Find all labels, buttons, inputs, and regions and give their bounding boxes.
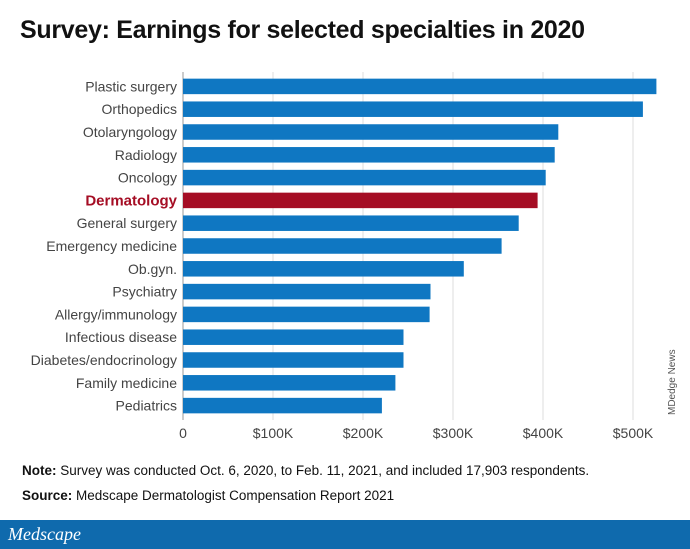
bar (183, 192, 538, 209)
category-label: Oncology (118, 170, 177, 186)
bar (183, 124, 559, 140)
medscape-logo: Medscape (8, 524, 81, 544)
category-label: Plastic surgery (85, 78, 177, 94)
bar (183, 375, 396, 391)
category-label: Allergy/immunology (55, 306, 177, 322)
category-label: Diabetes/endocrinology (31, 352, 177, 368)
bar (183, 101, 643, 117)
bar (183, 78, 657, 95)
notes: Note: Survey was conducted Oct. 6, 2020,… (22, 463, 589, 513)
x-tick-label: $500K (613, 425, 654, 441)
x-tick-label: $100K (253, 425, 294, 441)
x-tick-label: 0 (179, 425, 187, 441)
category-label: Psychiatry (112, 284, 177, 300)
bar (183, 261, 464, 277)
category-labels: Plastic surgery Orthopedics Otolaryngology… (31, 78, 178, 413)
source-text: Medscape Dermatologist Compensation Repo… (72, 488, 395, 503)
note-line: Note: Survey was conducted Oct. 6, 2020,… (22, 463, 589, 478)
x-tick-label: $200K (343, 425, 384, 441)
category-label: Infectious disease (65, 329, 177, 345)
x-tick-label: $400K (523, 425, 564, 441)
category-label: Emergency medicine (46, 238, 177, 254)
category-label: Ob.gyn. (128, 261, 177, 277)
bar (183, 169, 546, 186)
bar (183, 397, 382, 414)
category-label: Otolaryngology (83, 124, 177, 140)
chart-title: Survey: Earnings for selected specialtie… (20, 16, 585, 44)
category-label: Dermatology (85, 192, 177, 209)
category-label: Orthopedics (102, 101, 177, 117)
note-label: Note: (22, 463, 57, 478)
bar (183, 215, 519, 231)
source-label: Source: (22, 488, 73, 503)
bar (183, 352, 404, 368)
bar (183, 147, 555, 163)
category-label: Radiology (115, 147, 177, 163)
category-label: Pediatrics (116, 398, 177, 414)
bars (183, 78, 657, 414)
bar (183, 306, 430, 323)
x-tick-label: $300K (433, 425, 474, 441)
category-label: Family medicine (76, 375, 177, 391)
x-tick-labels: 0 $100K $200K $300K $400K $500K (179, 425, 654, 441)
footer-bar: Medscape (0, 520, 690, 549)
note-text: Survey was conducted Oct. 6, 2020, to Fe… (56, 463, 590, 478)
source-line: Source: Medscape Dermatologist Compensat… (22, 488, 589, 503)
credit-text: MDedge News (667, 349, 678, 415)
bar (183, 238, 502, 254)
bar-chart: Plastic surgery Orthopedics Otolaryngology… (31, 72, 678, 441)
category-label: General surgery (77, 215, 177, 231)
bar (183, 329, 404, 345)
bar (183, 283, 431, 300)
